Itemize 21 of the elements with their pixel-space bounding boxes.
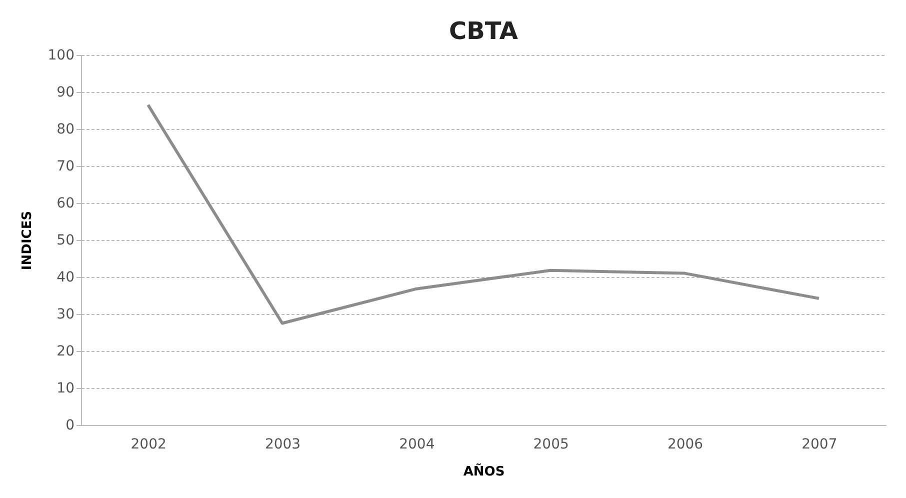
y-tick-label: 80 — [56, 122, 74, 138]
x-tick-label: 2002 — [130, 436, 166, 452]
x-tick-label: 2003 — [264, 436, 301, 452]
y-tick-label: 90 — [56, 84, 74, 100]
x-tick-label: 2006 — [667, 436, 704, 452]
x-tick-label: 2005 — [533, 436, 569, 452]
x-tick-label: 2004 — [399, 436, 435, 452]
y-tick-label: 100 — [48, 48, 74, 64]
y-tick-label: 40 — [56, 270, 74, 286]
y-tick-label: 70 — [56, 158, 74, 174]
x-axis-title: AÑOS — [463, 462, 505, 480]
line-series — [146, 103, 820, 325]
y-axis-title: INDICES — [20, 210, 35, 270]
y-tick-label: 0 — [66, 418, 74, 434]
y-tick-label: 60 — [56, 196, 74, 212]
x-tick-label: 2007 — [802, 436, 838, 452]
y-tick-label: 30 — [56, 306, 74, 322]
y-tick-label: 20 — [56, 344, 74, 360]
chart-title: CBTA — [449, 17, 518, 45]
y-tick-label: 50 — [56, 232, 74, 248]
y-tick-label: 10 — [56, 380, 74, 396]
